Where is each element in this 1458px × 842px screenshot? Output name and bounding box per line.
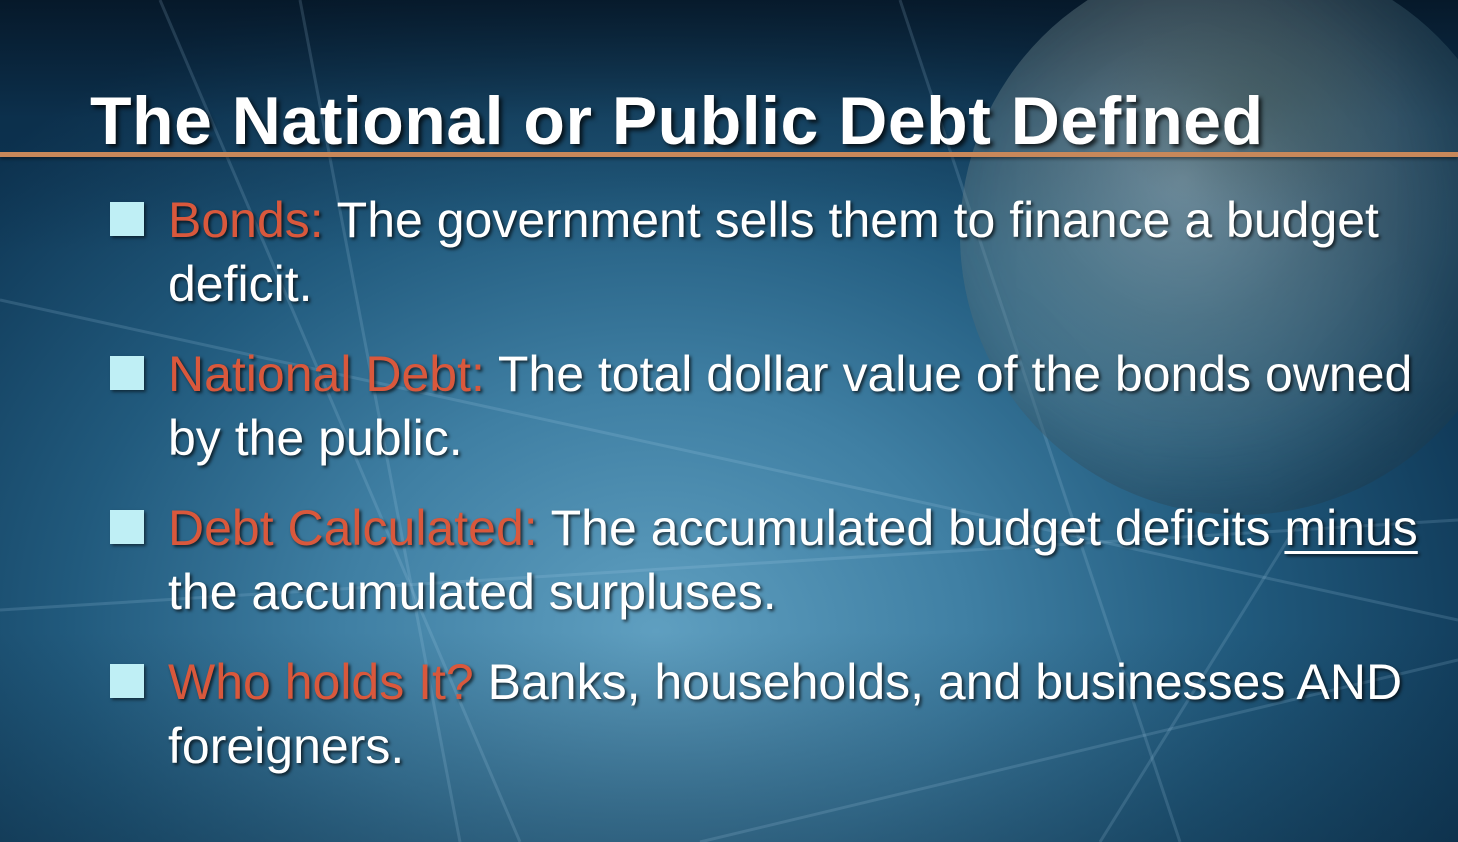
bullet-text: The government sells them to finance a b… [168,192,1379,312]
bullet-term: Who holds It? [168,654,474,710]
square-bullet-icon [110,510,144,544]
bullet-national-debt: National Debt: The total dollar value of… [110,342,1430,470]
bullet-term: Debt Calculated: [168,500,538,556]
globe-image [960,0,1458,515]
bullet-text: Banks, households, and businesses AND fo… [168,654,1403,774]
slide-title: The National or Public Debt Defined [90,83,1264,159]
bullet-term: Bonds: [168,192,324,248]
square-bullet-icon [110,202,144,236]
bullet-debt-calculated: Debt Calculated: The accumulated budget … [110,496,1430,624]
underlined-word: minus [1284,500,1418,556]
bullet-text: The total dollar value of the bonds owne… [168,346,1413,466]
bullet-list: Bonds: The government sells them to fina… [110,188,1430,804]
square-bullet-icon [110,356,144,390]
square-bullet-icon [110,664,144,698]
bullet-term: National Debt: [168,346,485,402]
bullet-bonds: Bonds: The government sells them to fina… [110,188,1430,316]
title-divider [0,152,1458,157]
bullet-who-holds-it: Who holds It? Banks, households, and bus… [110,650,1430,778]
bullet-text: The accumulated budget deficits [537,500,1285,556]
bullet-text: the accumulated surpluses. [168,564,777,620]
